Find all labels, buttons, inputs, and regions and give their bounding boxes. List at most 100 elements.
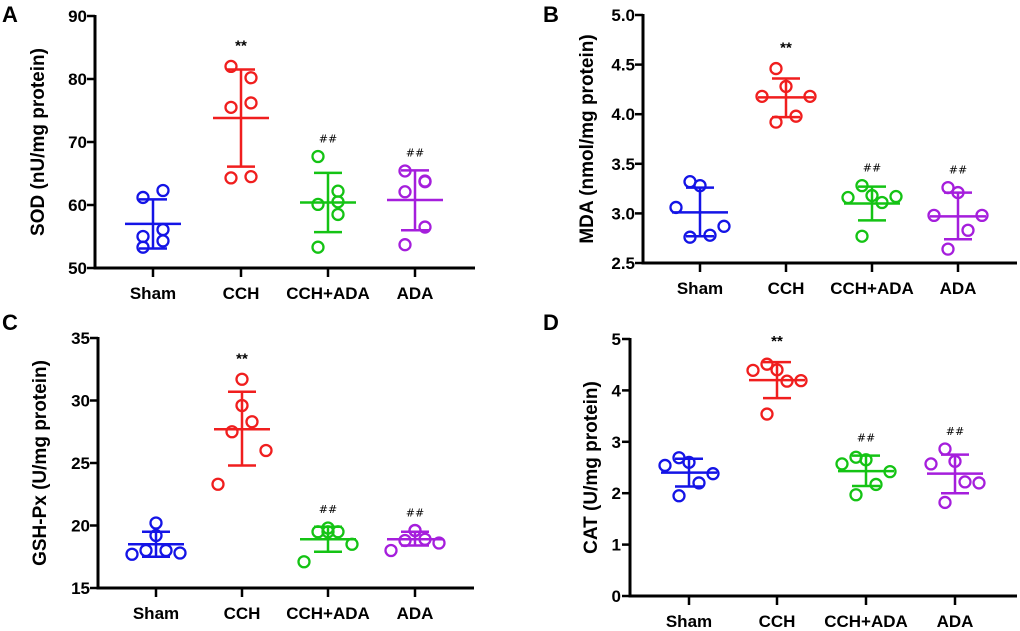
data-point xyxy=(865,188,879,203)
data-point xyxy=(692,476,706,490)
y-tick-label: 20 xyxy=(71,517,90,536)
y-tick-label: 3.5 xyxy=(611,155,635,174)
y-tick-label: 1 xyxy=(612,536,621,555)
x-tick-label: CCH xyxy=(223,284,260,303)
significance-hashes: ## xyxy=(406,507,424,520)
data-point xyxy=(883,464,897,479)
data-point xyxy=(311,240,325,254)
data-point xyxy=(311,197,325,212)
x-tick-label: ADA xyxy=(940,279,977,298)
data-point xyxy=(139,543,153,558)
data-point xyxy=(311,149,325,164)
data-point xyxy=(245,415,259,429)
data-point xyxy=(297,555,311,569)
data-point xyxy=(941,180,955,195)
y-tick-label: 5.0 xyxy=(611,6,635,25)
series-cch: ** xyxy=(755,40,817,129)
data-point xyxy=(746,363,760,378)
series-cch: ** xyxy=(746,333,808,421)
data-point xyxy=(125,547,139,561)
data-point xyxy=(331,184,345,198)
panel-letter: B xyxy=(543,2,559,27)
data-point xyxy=(398,533,412,548)
series-cch-ada: ## xyxy=(300,132,356,254)
significance-hashes: ## xyxy=(319,503,337,516)
data-point xyxy=(760,407,774,421)
data-point xyxy=(779,79,793,94)
data-point xyxy=(889,189,903,204)
data-point xyxy=(706,467,720,481)
panel-letter: C xyxy=(2,310,18,335)
data-point xyxy=(951,185,965,200)
significance-hashes: ## xyxy=(319,132,337,145)
panel-c: C 15 20 25 30 35 GSH-Px (U/mg protein) Sham CCH C… xyxy=(2,310,474,623)
x-tick-label: CCH+ADA xyxy=(286,284,370,303)
y-tick-label: 25 xyxy=(71,454,90,473)
data-point xyxy=(311,525,325,539)
significance-stars: ** xyxy=(771,333,783,350)
y-tick-label: 30 xyxy=(71,392,90,411)
data-point xyxy=(972,476,986,490)
data-point xyxy=(780,374,794,388)
data-point xyxy=(398,185,412,199)
data-point xyxy=(669,200,683,215)
series-cch: ** xyxy=(213,37,269,185)
data-point xyxy=(173,546,187,560)
data-point xyxy=(938,495,952,510)
data-point xyxy=(835,457,849,471)
series-sham xyxy=(669,175,731,244)
significance-stars: ** xyxy=(235,37,247,54)
significance-hashes: ## xyxy=(949,164,967,177)
x-tick-label: ADA xyxy=(397,604,434,623)
panel-letter: D xyxy=(543,310,559,335)
data-point xyxy=(244,71,258,85)
panel-a: A 50 60 70 80 90 SOD (nU/mg protein) Sham CCH CCH… xyxy=(2,2,475,303)
series-sham xyxy=(658,451,720,503)
data-point xyxy=(224,59,238,74)
series-sham xyxy=(125,183,181,254)
data-point xyxy=(717,219,731,233)
data-point xyxy=(235,372,249,386)
x-tick-label: CCH+ADA xyxy=(286,604,370,623)
y-tick-label: 80 xyxy=(68,70,87,89)
data-point xyxy=(859,453,873,467)
data-point xyxy=(755,89,769,103)
series-ada: ## xyxy=(387,146,443,252)
series-ada: ## xyxy=(384,507,446,558)
x-tick-label: Sham xyxy=(666,612,712,631)
data-point xyxy=(794,373,808,388)
data-point xyxy=(244,169,258,184)
significance-hashes: ## xyxy=(406,146,424,159)
data-point xyxy=(961,223,975,237)
series-cch: ** xyxy=(211,350,273,491)
x-tick-label: CCH+ADA xyxy=(824,612,908,631)
data-point xyxy=(958,475,972,489)
data-point xyxy=(224,171,238,185)
series-ada: ## xyxy=(927,164,989,256)
data-point xyxy=(941,242,955,256)
y-tick-label: 5 xyxy=(612,330,621,349)
data-point xyxy=(259,443,273,458)
data-point xyxy=(975,208,989,223)
y-tick-label: 2 xyxy=(612,484,621,503)
x-tick-label: CCH xyxy=(759,612,796,631)
data-point xyxy=(331,195,345,209)
data-point xyxy=(693,178,707,193)
panel-d: D 0 1 2 3 4 5 CAT (U/mg protein) Sham CCH CCH+ADA A… xyxy=(543,310,1017,631)
y-tick-label: 60 xyxy=(68,196,87,215)
data-point xyxy=(136,190,150,205)
data-point xyxy=(156,234,170,248)
x-tick-label: Sham xyxy=(130,284,176,303)
y-tick-label: 2.5 xyxy=(611,254,635,273)
data-point xyxy=(855,229,869,243)
data-point xyxy=(875,195,889,210)
y-tick-label: 4 xyxy=(612,381,622,400)
data-point xyxy=(803,89,817,103)
significance-hashes: ## xyxy=(946,425,964,438)
x-tick-label: Sham xyxy=(133,604,179,623)
series-sham xyxy=(125,516,187,561)
significance-hashes: ## xyxy=(857,432,875,445)
y-axis-title: GSH-Px (U/mg protein) xyxy=(30,360,51,566)
data-point xyxy=(418,175,432,189)
series-cch-ada: ## xyxy=(841,162,903,243)
